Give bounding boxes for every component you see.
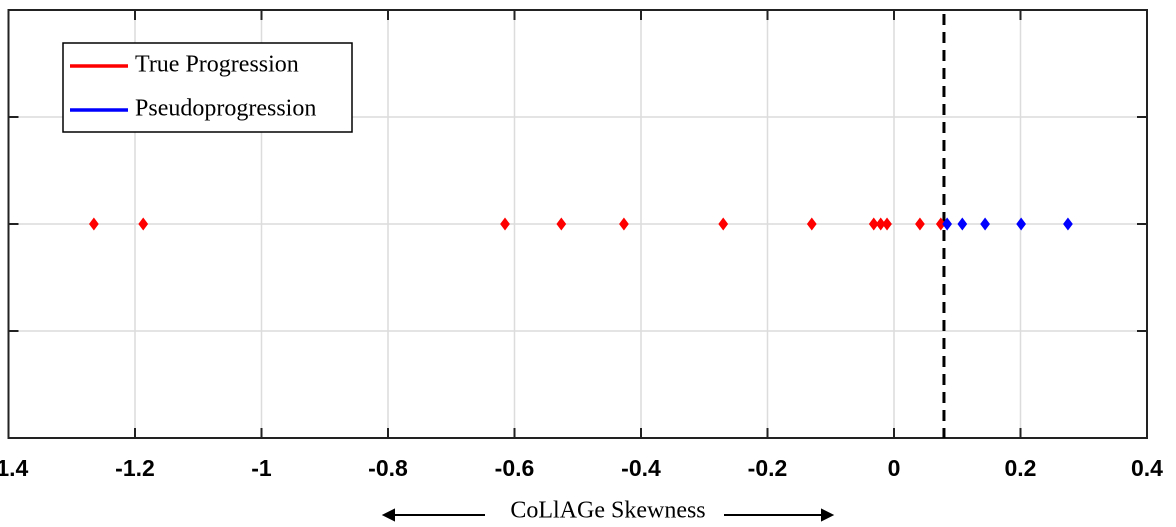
x-tick-label: -0.2: [748, 455, 788, 481]
x-tick-label: -1.4: [0, 455, 29, 481]
legend-box: [62, 42, 353, 133]
x-label-arrows: [381, 508, 835, 522]
point: [138, 217, 149, 231]
point: [957, 217, 968, 231]
plot-frame: [7, 9, 1148, 439]
x-tick-label: -1: [251, 455, 272, 481]
point: [1063, 217, 1073, 231]
point: [882, 217, 892, 231]
point: [556, 217, 567, 231]
point: [806, 217, 817, 231]
point: [718, 217, 729, 231]
point: [500, 217, 510, 231]
x-tick-label: 0: [888, 455, 901, 481]
point: [875, 217, 886, 231]
point: [89, 217, 99, 231]
x-tick-label: 0.4: [1131, 455, 1163, 481]
x-tick-label: -0.8: [368, 455, 408, 481]
point: [868, 217, 879, 231]
x-tick-label: -0.6: [495, 455, 535, 481]
legend-label: True Progression: [135, 52, 299, 78]
x-tick-label: -0.4: [621, 455, 661, 481]
x-tick-label: 0.2: [1005, 455, 1037, 481]
x-tick-label: -1.2: [115, 455, 155, 481]
point: [619, 217, 629, 231]
point: [915, 217, 925, 231]
point: [1016, 217, 1027, 231]
legend-label: Pseudoprogression: [135, 96, 316, 122]
point: [942, 217, 953, 231]
x-axis-label: CoLlAGe Skewness: [510, 498, 705, 524]
point: [935, 217, 946, 231]
legend: True Progression Pseudoprogression: [62, 42, 353, 133]
point: [980, 217, 990, 231]
